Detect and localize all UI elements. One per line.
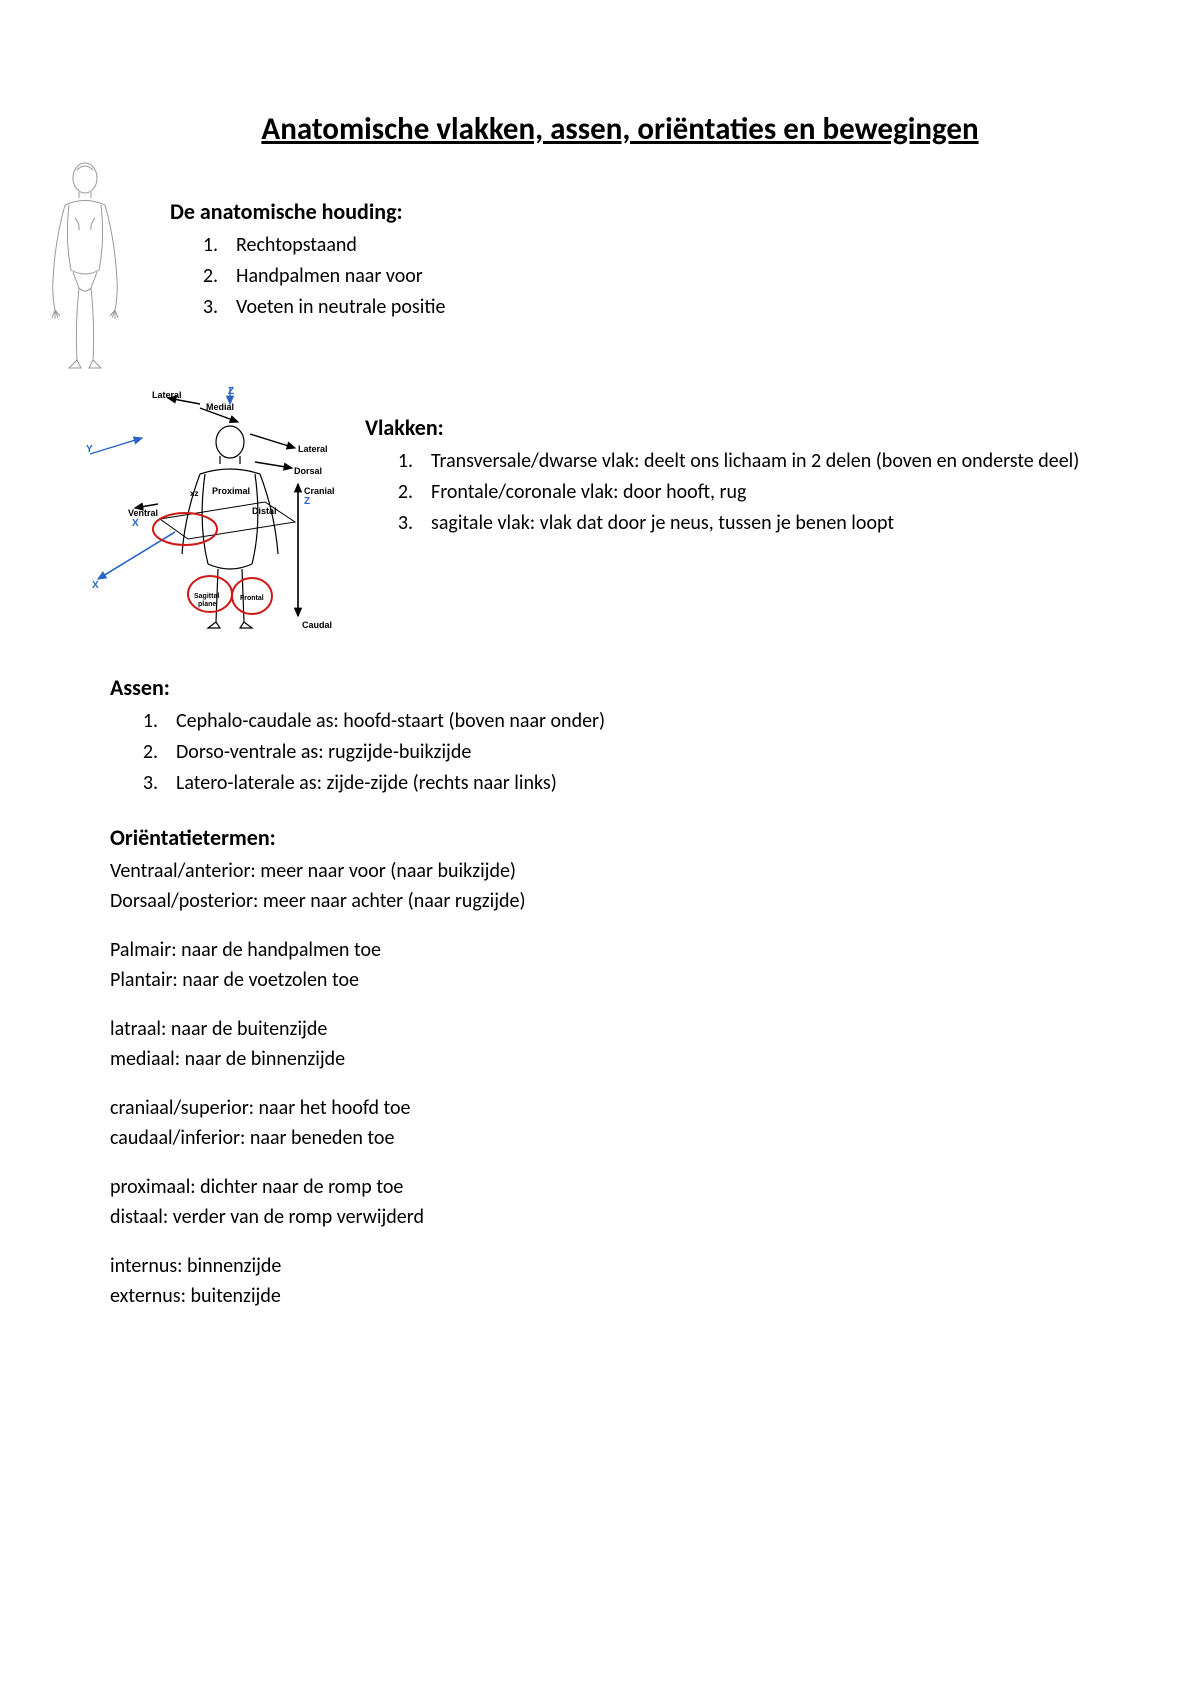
list-item: Rechtopstaand xyxy=(236,233,357,257)
heading-planes: Vlakken: xyxy=(365,414,1090,441)
term-line: internus: binnenzijde xyxy=(110,1252,1090,1281)
axis-label: Caudal xyxy=(302,620,332,630)
list-item: Voeten in neutrale positie xyxy=(236,295,445,319)
svg-text:Z: Z xyxy=(304,496,310,507)
term-line: Dorsaal/posterior: meer naar achter (naa… xyxy=(110,887,1090,916)
list-item: Handpalmen naar voor xyxy=(236,264,423,288)
list-anatomical-position: 1.Rechtopstaand 2.Handpalmen naar voor 3… xyxy=(170,231,1090,322)
svg-text:Y: Y xyxy=(86,444,93,455)
svg-text:xz: xz xyxy=(190,489,198,498)
term-line: proximaal: dichter naar de romp toe xyxy=(110,1173,1090,1202)
term-line: distaal: verder van de romp verwijderd xyxy=(110,1203,1090,1232)
page-title: Anatomische vlakken, assen, oriëntaties … xyxy=(150,110,1090,148)
axis-label: Distal xyxy=(252,506,277,516)
term-line: Plantair: naar de voetzolen toe xyxy=(110,966,1090,995)
term-line: externus: buitenzijde xyxy=(110,1282,1090,1311)
term-line: Ventraal/anterior: meer naar voor (naar … xyxy=(110,857,1090,886)
list-planes: 1.Transversale/dwarse vlak: deelt ons li… xyxy=(365,447,1090,538)
axis-label: Frontal xyxy=(240,595,264,602)
term-line: latraal: naar de buitenzijde xyxy=(110,1015,1090,1044)
term-line: craniaal/superior: naar het hoofd toe xyxy=(110,1094,1090,1123)
term-group: Ventraal/anterior: meer naar voor (naar … xyxy=(110,857,1090,916)
figure-planes-axes: Lateral Medial Lateral Dorsal Ventral Pr… xyxy=(80,384,345,639)
heading-axes: Assen: xyxy=(110,674,1090,701)
svg-text:X: X xyxy=(132,518,139,529)
term-group: craniaal/superior: naar het hoofd toe ca… xyxy=(110,1094,1090,1153)
term-group: latraal: naar de buitenzijde mediaal: na… xyxy=(110,1015,1090,1074)
axis-label: Lateral xyxy=(298,444,328,454)
axis-label: Cranial xyxy=(304,486,335,496)
axis-label: Ventral xyxy=(128,508,158,518)
axis-label: Proximal xyxy=(212,486,250,496)
svg-text:X: X xyxy=(92,580,99,591)
heading-anatomical-position: De anatomische houding: xyxy=(170,198,1090,225)
list-item: Cephalo-caudale as: hoofd-staart (boven … xyxy=(176,709,605,733)
axis-label: plane xyxy=(198,601,216,608)
term-group: internus: binnenzijde externus: buitenzi… xyxy=(110,1252,1090,1311)
list-item: Frontale/coronale vlak: door hooft, rug xyxy=(431,480,746,504)
list-item: Dorso-ventrale as: rugzijde-buikzijde xyxy=(176,740,471,764)
term-group: proximaal: dichter naar de romp toe dist… xyxy=(110,1173,1090,1232)
svg-text:Z: Z xyxy=(228,386,234,397)
axis-label: Dorsal xyxy=(294,466,322,476)
term-line: caudaal/inferior: naar beneden toe xyxy=(110,1124,1090,1153)
list-item: Transversale/dwarse vlak: deelt ons lich… xyxy=(431,449,1079,473)
axis-label: Sagittal xyxy=(194,593,219,600)
heading-orientation-terms: Oriëntatietermen: xyxy=(110,824,1090,851)
term-line: Palmair: naar de handpalmen toe xyxy=(110,936,1090,965)
axis-label: Medial xyxy=(206,402,234,412)
list-item: sagitale vlak: vlak dat door je neus, tu… xyxy=(431,511,894,535)
term-line: mediaal: naar de binnenzijde xyxy=(110,1045,1090,1074)
axis-label: Lateral xyxy=(152,390,182,400)
list-axes: 1.Cephalo-caudale as: hoofd-staart (bove… xyxy=(110,707,1090,798)
term-group: Palmair: naar de handpalmen toe Plantair… xyxy=(110,936,1090,995)
list-item: Latero-laterale as: zijde-zijde (rechts … xyxy=(176,771,557,795)
figure-anatomical-position xyxy=(25,160,145,380)
